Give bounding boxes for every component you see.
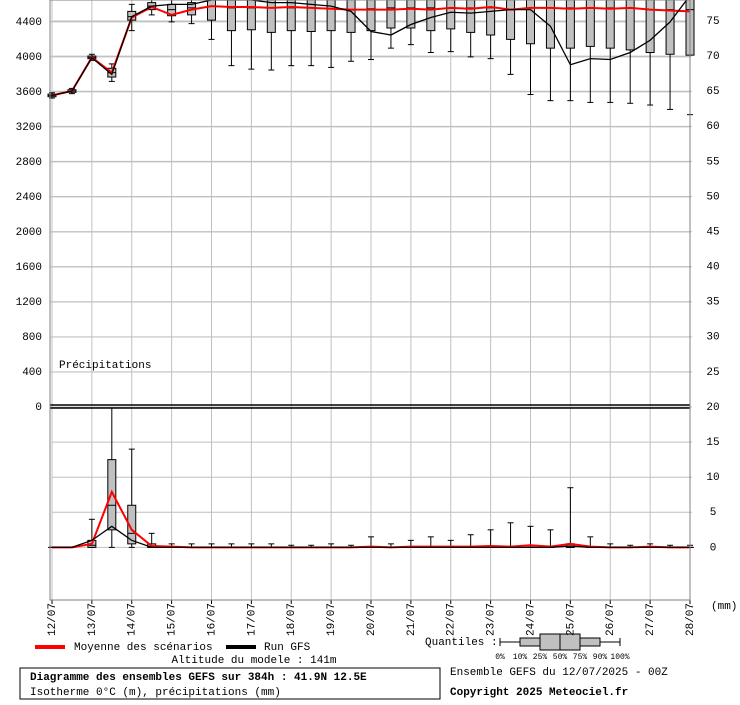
precip-panel [48,408,694,549]
quantile-name: 50% [553,653,568,662]
y-tick-label: 3600 [16,87,42,99]
y2-tick-label: 0 [710,542,717,554]
x-tick-label: 13/07 [87,603,99,636]
y-tick-label: 2400 [16,192,42,204]
x-tick-label: 21/07 [406,603,418,636]
y2-tick-label: 10 [706,472,719,484]
title-box [19,667,441,700]
x-tick-label: 18/07 [286,603,298,636]
box [585,0,595,47]
box [665,0,675,55]
x-tick-label: 24/07 [525,603,537,636]
y-tick-label: 2800 [16,157,42,169]
x-tick-label: 25/07 [565,603,577,636]
box [446,0,456,30]
box [625,0,635,51]
box [306,0,316,33]
y-tick-label: 1600 [16,262,42,274]
box [266,0,276,33]
y-tick-label: 1200 [16,297,42,309]
y-tick-label: 400 [22,367,42,379]
copyright: Copyright 2025 Meteociel.fr [450,687,628,699]
quantile-name: 100% [610,653,629,662]
y2-tick-label: 70 [706,51,719,63]
grid [50,0,692,604]
y-tick-label: 800 [22,332,42,344]
box [286,0,296,32]
run-label: Ensemble GEFS du 12/07/2025 - 00Z [450,667,668,679]
x-tick-label: 27/07 [645,603,657,636]
quantile-name: 25% [533,653,548,662]
box [366,0,376,32]
y2-tick-label: 45 [706,226,719,238]
y-tick-label: 2000 [16,227,42,239]
box [246,0,256,31]
box [526,0,535,45]
x-tick-label: 28/07 [685,603,697,636]
series-line [52,489,690,549]
quantile-name: 10% [513,653,528,662]
legend-label: Run GFS [264,642,311,654]
y2-tick-label: 35 [706,297,719,309]
box [645,0,655,54]
box [406,0,416,29]
series-line [51,0,688,97]
legend-label: Moyenne des scénarios [74,642,213,654]
box [605,0,615,49]
quantile-legend [499,633,621,651]
box [226,0,236,32]
y-tick-label: 0 [35,402,42,414]
box [127,504,137,545]
series-line [51,5,691,97]
y2-unit: (mm) [711,601,737,613]
chart-title: Diagramme des ensembles GEFS sur 384h : … [30,672,367,684]
quantiles-label: Quantiles : [425,637,498,649]
y2-tick-label: 65 [706,86,719,98]
box [326,0,336,32]
y-tick-label: 4000 [16,52,42,64]
series-line [52,525,690,549]
plot-frame [49,0,691,601]
box [545,0,555,49]
x-tick-label: 20/07 [366,603,378,636]
quantile-name: 90% [593,653,608,662]
box [486,0,496,36]
y2-tick-label: 75 [706,16,719,28]
y2-tick-label: 15 [706,437,719,449]
x-tick-label: 17/07 [246,603,258,636]
chart-subtitle: Isotherme 0°C (m), précipitations (mm) [30,687,281,699]
box [506,0,516,40]
y2-tick-label: 40 [706,262,719,274]
precip-label: Précipitations [59,360,151,372]
x-tick-label: 26/07 [605,603,617,636]
isotherm-panel [47,0,695,116]
y2-tick-label: 60 [706,121,719,133]
y2-tick-label: 20 [706,402,719,414]
box [426,0,436,32]
box [207,0,216,21]
quantile-name: 0% [495,653,505,662]
x-tick-label: 22/07 [446,603,458,636]
quantile-name: 75% [573,653,588,662]
box [565,0,575,49]
x-tick-label: 16/07 [206,603,218,636]
y2-tick-label: 55 [706,156,719,168]
y2-tick-label: 50 [706,191,719,203]
box [466,0,476,33]
x-tick-label: 15/07 [167,603,179,636]
y2-tick-label: 30 [706,332,719,344]
box [346,0,356,33]
x-tick-label: 12/07 [47,603,59,636]
y2-tick-label: 5 [710,507,717,519]
x-tick-label: 14/07 [127,603,139,636]
x-tick-label: 23/07 [486,603,498,636]
box [386,0,396,29]
y2-tick-label: 25 [706,367,719,379]
box [107,459,117,531]
y-tick-label: 3200 [16,122,42,134]
model-altitude: Altitude du modele : 141m [171,655,336,667]
x-tick-label: 19/07 [326,603,338,636]
y-tick-label: 4400 [16,17,42,29]
